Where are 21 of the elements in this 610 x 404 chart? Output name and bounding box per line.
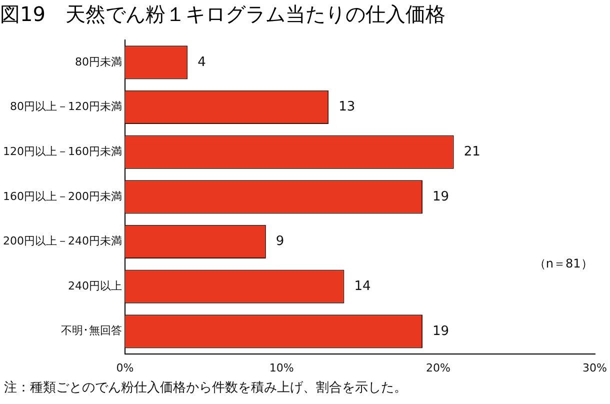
y-tick-label: 240円以上 — [68, 279, 122, 292]
data-label: 19 — [432, 324, 450, 339]
data-label: 4 — [198, 54, 206, 70]
x-tick-label: 20% — [426, 361, 450, 374]
y-tick-label: 160円以上－200円未満 — [2, 190, 122, 203]
data-label: 14 — [354, 278, 371, 294]
y-tick-label: 80円未満 — [74, 55, 122, 68]
chart-title: 図19 天然でん粉１キログラム当たりの仕入価格 — [0, 2, 446, 26]
y-tick-label: 200円以上－240円未満 — [2, 234, 122, 248]
text: 注：種類ごとのでん粉仕入価格から件数を積み上げ、割合を示した。 — [4, 380, 407, 396]
x-tick-label: 30% — [582, 361, 607, 374]
data-label: 13 — [338, 100, 356, 115]
data-label: 9 — [276, 234, 284, 250]
y-tick-label: 80円以上－120円未満 — [10, 100, 122, 114]
y-tick-label: 不明･無回答 — [60, 324, 122, 338]
data-label: 19 — [432, 189, 450, 204]
y-tick-label: 120円以上－160円未満 — [2, 144, 122, 158]
annotation: （n＝81） — [534, 256, 593, 270]
x-tick-label: 0% — [116, 361, 134, 374]
data-label: 21 — [464, 144, 480, 160]
x-tick-label: 10% — [269, 361, 294, 374]
